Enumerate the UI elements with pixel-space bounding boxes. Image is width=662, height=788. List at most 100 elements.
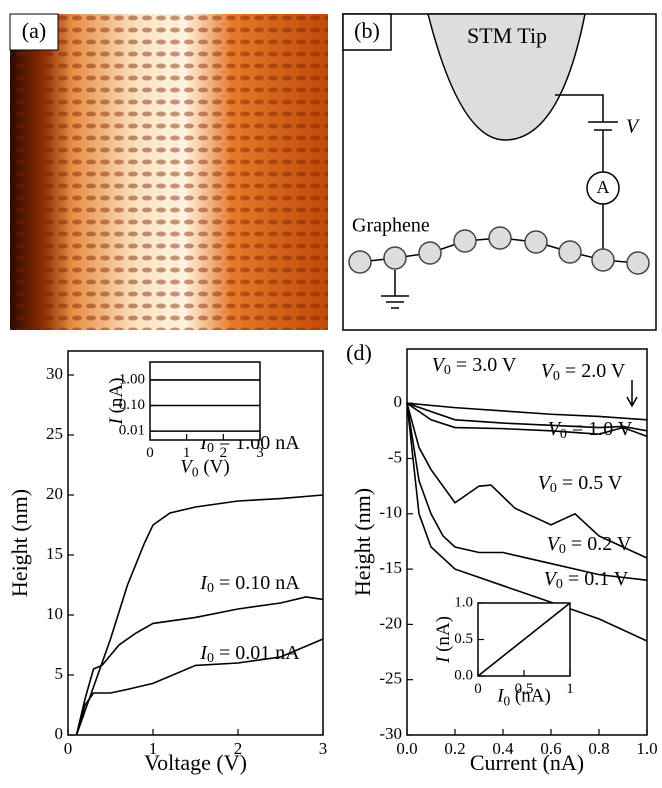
subscript: 0 (550, 481, 557, 496)
data-line (406, 403, 648, 581)
subscript: 0 (207, 651, 214, 666)
annotation: V0 = 1.0 V (548, 418, 633, 443)
y-tick-label: -5 (388, 447, 402, 466)
label-text: = 3.0 V (451, 354, 517, 376)
label-text: = 0.10 nA (214, 572, 300, 594)
x-axis-label: I0 (nA) (496, 686, 551, 709)
annotation: V0 = 0.1 V (544, 568, 629, 593)
data-line (75, 638, 324, 736)
symbol: V (180, 457, 194, 478)
data-line (406, 402, 648, 438)
symbol: I (199, 642, 208, 664)
label-text: = 0.5 V (557, 472, 623, 494)
y-tick-label: -30 (379, 724, 402, 743)
subscript: 0 (560, 427, 567, 442)
y-tick-label: 0 (55, 724, 64, 743)
subscript: 0 (556, 577, 563, 592)
symbol: V (548, 418, 563, 440)
x-tick-label: 0 (474, 681, 482, 697)
y-tick-label: 0.5 (454, 631, 473, 647)
subscript: 0 (504, 694, 511, 709)
subscript: 0 (444, 363, 451, 378)
subscript: 0 (559, 542, 566, 557)
y-axis-label: Height (nm) (7, 489, 32, 597)
tip-label: STM Tip (467, 23, 547, 48)
symbol: I (433, 655, 454, 664)
sample-label: Graphene (352, 215, 430, 237)
data-line (75, 494, 324, 736)
y-tick-label: 10 (46, 604, 63, 623)
y-tick-label: 5 (55, 664, 64, 683)
subscript: 0 (192, 465, 199, 480)
label-text: = 0.01 nA (214, 642, 300, 664)
subscript: 0 (553, 369, 560, 384)
x-tick-label: 3 (256, 445, 264, 461)
x-tick-label: 1 (566, 681, 574, 697)
symbol: I (199, 432, 208, 454)
stm-image: (a) (9, 13, 328, 330)
panel-label: (b) (354, 18, 380, 43)
x-tick-label: 0.0 (396, 739, 417, 758)
x-tick-label: 1 (149, 739, 158, 758)
y-tick-label: -10 (379, 503, 402, 522)
y-tick-label: -20 (379, 613, 402, 632)
x-axis-label: Current (nA) (470, 750, 584, 775)
panel-label: (a) (22, 18, 46, 43)
y-tick-label: 0 (394, 392, 403, 411)
symbol: V (547, 533, 562, 555)
x-tick-label: 2 (220, 445, 228, 461)
voltage-label: V (626, 116, 641, 138)
x-tick-label: 1.0 (636, 739, 657, 758)
label-text: = 0.1 V (563, 568, 629, 590)
x-tick-label: 1 (183, 445, 191, 461)
data-line (477, 602, 571, 677)
plot-frame (149, 361, 261, 441)
annotation: I0 = 0.10 nA (199, 572, 300, 597)
x-tick-label: 2 (234, 739, 243, 758)
subscript: 0 (207, 441, 214, 456)
y-tick-label: 1.00 (119, 371, 145, 387)
y-tick-label: 0.01 (119, 423, 145, 439)
arrow (626, 380, 638, 408)
x-tick-label: 0 (64, 739, 73, 758)
label-text: (nA) (510, 686, 551, 707)
x-axis-label: V0 (V) (180, 457, 229, 480)
annotation: V0 = 3.0 V (432, 354, 517, 379)
y-tick-label: 15 (46, 544, 63, 563)
data-line (406, 402, 648, 432)
y-tick-label: 25 (46, 424, 63, 443)
label-text: (nA) (433, 616, 454, 657)
x-axis-label: Voltage (V) (144, 750, 247, 775)
x-tick-label: 0.6 (540, 739, 561, 758)
symbol: V (432, 354, 447, 376)
y-tick-label: -15 (379, 558, 402, 577)
y-axis-label: I (nA) (106, 378, 127, 426)
symbol: V (541, 360, 556, 382)
y-tick-label: 0.0 (454, 667, 473, 683)
annotation: I0 = 0.01 nA (199, 642, 300, 667)
ammeter-label: A (597, 177, 610, 197)
annotation: V0 = 0.2 V (547, 533, 632, 558)
y-tick-label: 20 (46, 484, 63, 503)
data-line (75, 596, 324, 736)
label-text: (nA) (106, 378, 127, 419)
symbol: I (106, 416, 127, 425)
panel-label-box (339, 339, 379, 371)
label-text: = 0.2 V (566, 533, 632, 555)
label-text: = 2.0 V (560, 360, 626, 382)
y-tick-label: 1.0 (454, 594, 473, 610)
x-tick-label: 0 (146, 445, 154, 461)
x-tick-label: 0.5 (515, 681, 534, 697)
label-text: (V) (199, 457, 230, 478)
x-tick-label: 0.8 (588, 739, 609, 758)
symbol: V (544, 568, 559, 590)
symbol: V (538, 472, 553, 494)
y-axis-label: Height (nm) (350, 488, 375, 596)
label-text: = 1.0 V (567, 418, 633, 440)
y-tick-label: 0.10 (119, 397, 145, 413)
data-line (406, 402, 648, 421)
x-tick-label: 0.4 (492, 739, 514, 758)
panel-label: (d) (346, 340, 372, 365)
data-line (406, 403, 648, 642)
x-tick-label: 0.2 (444, 739, 465, 758)
